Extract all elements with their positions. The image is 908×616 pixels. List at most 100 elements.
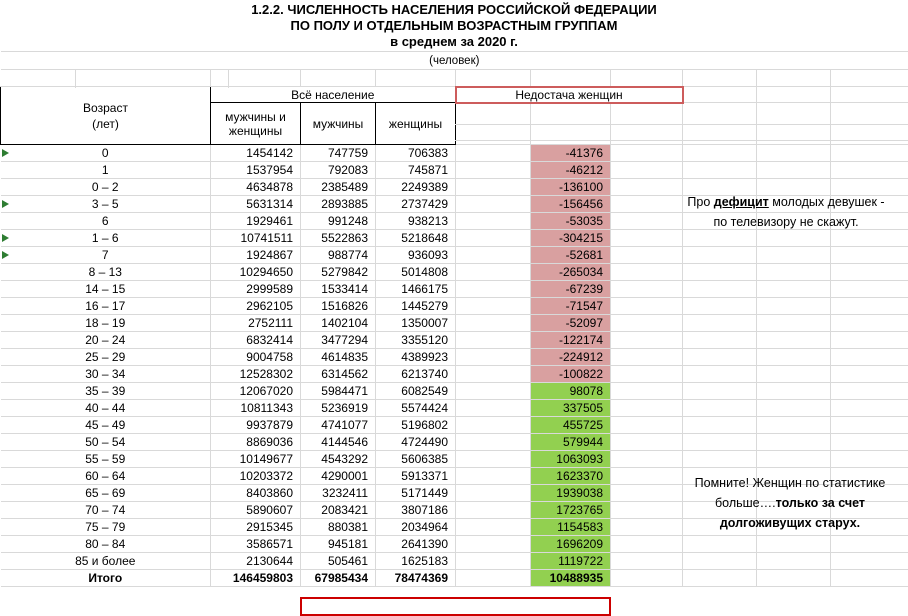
cell-deficit[interactable]: -265034: [530, 263, 611, 281]
empty-cell[interactable]: [610, 297, 683, 315]
cell-deficit[interactable]: 1939038: [530, 484, 611, 502]
empty-cell[interactable]: [756, 178, 831, 196]
empty-cell[interactable]: [455, 365, 531, 383]
empty-cell[interactable]: [830, 102, 908, 145]
cell-deficit[interactable]: -156456: [530, 195, 611, 213]
empty-cell[interactable]: [610, 280, 683, 298]
cell-men[interactable]: 945181: [300, 535, 376, 553]
empty-cell[interactable]: [830, 348, 908, 366]
cell-men[interactable]: 4144546: [300, 433, 376, 451]
cell-both-sexes[interactable]: 6832414: [210, 331, 301, 349]
empty-cell[interactable]: [455, 416, 531, 434]
empty-cell[interactable]: [610, 501, 683, 519]
cell-both-sexes[interactable]: 2752111: [210, 314, 301, 332]
age-cell[interactable]: 0 – 2: [0, 178, 211, 196]
age-cell[interactable]: 65 – 69: [0, 484, 211, 502]
cell-both-sexes[interactable]: 12067020: [210, 382, 301, 400]
empty-cell[interactable]: [756, 69, 831, 87]
cell-women[interactable]: 1350007: [375, 314, 456, 332]
age-cell[interactable]: 40 – 44: [0, 399, 211, 417]
age-cell[interactable]: 35 – 39: [0, 382, 211, 400]
empty-cell[interactable]: [455, 178, 531, 196]
empty-cell[interactable]: [756, 484, 831, 502]
empty-cell[interactable]: [756, 102, 831, 145]
empty-cell[interactable]: [830, 535, 908, 553]
empty-cell[interactable]: [756, 314, 831, 332]
empty-cell[interactable]: [682, 518, 757, 536]
empty-cell[interactable]: [682, 263, 757, 281]
cell-women[interactable]: 6082549: [375, 382, 456, 400]
empty-cell[interactable]: [455, 314, 531, 332]
empty-cell[interactable]: [830, 569, 908, 587]
empty-cell[interactable]: [455, 467, 531, 485]
empty-cell[interactable]: [830, 263, 908, 281]
cell-men[interactable]: 988774: [300, 246, 376, 264]
cell-both-sexes[interactable]: 10203372: [210, 467, 301, 485]
cell-both-sexes[interactable]: 10149677: [210, 450, 301, 468]
age-cell[interactable]: 18 – 19: [0, 314, 211, 332]
empty-cell[interactable]: [756, 569, 831, 587]
empty-cell[interactable]: [830, 280, 908, 298]
empty-cell[interactable]: [682, 433, 757, 451]
cell-men[interactable]: 792083: [300, 161, 376, 179]
empty-cell[interactable]: [682, 399, 757, 417]
empty-cell[interactable]: [756, 552, 831, 570]
empty-cell[interactable]: [682, 195, 757, 213]
cell-women[interactable]: 5606385: [375, 450, 456, 468]
cell-deficit[interactable]: -304215: [530, 229, 611, 247]
empty-cell[interactable]: [455, 280, 531, 298]
empty-cell[interactable]: [830, 161, 908, 179]
empty-cell[interactable]: [610, 314, 683, 332]
cell-both-sexes[interactable]: 9004758: [210, 348, 301, 366]
empty-cell[interactable]: [756, 535, 831, 553]
cell-deficit[interactable]: 579944: [530, 433, 611, 451]
empty-cell[interactable]: [682, 86, 757, 103]
cell-both-sexes[interactable]: 2915345: [210, 518, 301, 536]
cell-deficit[interactable]: -53035: [530, 212, 611, 230]
age-cell[interactable]: 80 – 84: [0, 535, 211, 553]
cell-deficit[interactable]: 98078: [530, 382, 611, 400]
cell-women[interactable]: 5014808: [375, 263, 456, 281]
cell-deficit[interactable]: -41376: [530, 144, 611, 162]
empty-cell[interactable]: [830, 229, 908, 247]
cell-deficit[interactable]: -136100: [530, 178, 611, 196]
cell-women[interactable]: 2641390: [375, 535, 456, 553]
empty-cell[interactable]: [455, 348, 531, 366]
empty-cell[interactable]: [830, 433, 908, 451]
empty-cell[interactable]: [455, 484, 531, 502]
empty-cell[interactable]: [455, 212, 531, 230]
cell-men[interactable]: 5522863: [300, 229, 376, 247]
cell-deficit[interactable]: -46212: [530, 161, 611, 179]
empty-cell[interactable]: [610, 331, 683, 349]
age-cell[interactable]: 6: [0, 212, 211, 230]
age-cell[interactable]: 0: [0, 144, 211, 162]
cell-men[interactable]: 880381: [300, 518, 376, 536]
empty-cell[interactable]: [830, 314, 908, 332]
cell-both-sexes[interactable]: 5890607: [210, 501, 301, 519]
all-population-header[interactable]: Всё население: [210, 86, 456, 103]
cell-both-sexes[interactable]: 1924867: [210, 246, 301, 264]
empty-cell[interactable]: [610, 246, 683, 264]
cell-deficit[interactable]: 337505: [530, 399, 611, 417]
cell-men[interactable]: 1402104: [300, 314, 376, 332]
empty-cell[interactable]: [830, 552, 908, 570]
cell-women[interactable]: 2249389: [375, 178, 456, 196]
empty-cell[interactable]: [210, 69, 301, 87]
empty-cell[interactable]: [682, 280, 757, 298]
cell-both-sexes[interactable]: 10294650: [210, 263, 301, 281]
age-cell[interactable]: 14 – 15: [0, 280, 211, 298]
cell-deficit[interactable]: -100822: [530, 365, 611, 383]
empty-cell[interactable]: [756, 144, 831, 162]
empty-cell[interactable]: [455, 263, 531, 281]
cell-deficit[interactable]: -67239: [530, 280, 611, 298]
empty-cell[interactable]: [756, 212, 831, 230]
empty-cell[interactable]: [756, 263, 831, 281]
col-header-women[interactable]: женщины: [375, 102, 456, 145]
cell-women[interactable]: 5196802: [375, 416, 456, 434]
empty-cell[interactable]: [455, 518, 531, 536]
empty-cell[interactable]: [682, 416, 757, 434]
cell-deficit[interactable]: 1119722: [530, 552, 611, 570]
cell-women[interactable]: 745871: [375, 161, 456, 179]
empty-cell[interactable]: [830, 450, 908, 468]
empty-cell[interactable]: [682, 569, 757, 587]
